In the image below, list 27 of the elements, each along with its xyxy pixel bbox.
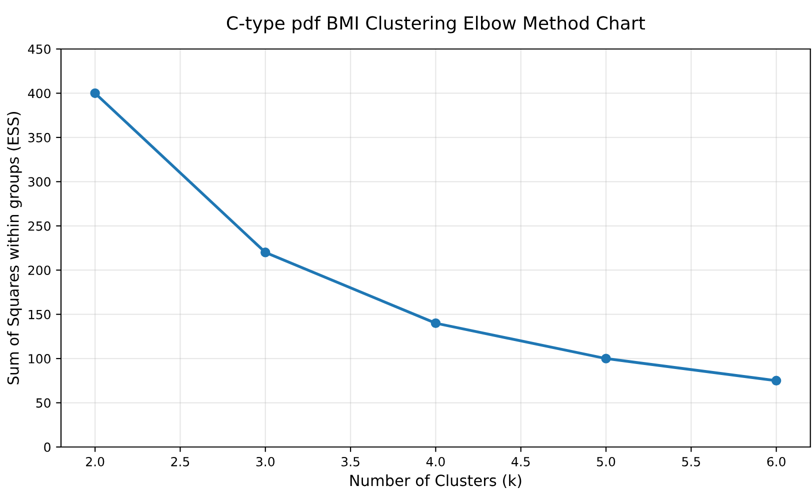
x-tick-label: 5.5 <box>682 457 700 466</box>
point <box>430 318 441 328</box>
point <box>601 354 611 364</box>
x-tick-label: 2.5 <box>171 456 190 466</box>
y-tick-label: 450 <box>28 44 50 54</box>
y-tick-label: 100 <box>28 354 50 364</box>
y-tick-label: 200 <box>28 266 50 276</box>
x-tick-label: 4.0 <box>426 456 445 466</box>
x-tick-label: 2.0 <box>86 456 104 466</box>
x-axis-title: Number of Clusters (k) <box>350 474 522 488</box>
y-tick-label: 350 <box>28 132 50 142</box>
x-tick-label: 3.0 <box>256 456 274 466</box>
point <box>771 376 782 386</box>
x-tick-label: 6.0 <box>767 456 786 466</box>
point <box>260 248 270 258</box>
y-tick-label: 300 <box>28 177 50 187</box>
y-tick-label: 400 <box>28 88 50 98</box>
y-tick-label: 250 <box>28 221 50 231</box>
y-tick-label: 150 <box>28 310 50 320</box>
x-tick-label: 3.5 <box>342 456 360 466</box>
point <box>90 88 100 98</box>
y-tick-label: 0 <box>44 442 50 452</box>
chart-title: C-type pdf BMI Clustering Elbow Method Chart <box>226 16 646 34</box>
y-tick-label: 50 <box>36 398 50 408</box>
y-axis-title: Sum of Squares within groups (ESS) <box>7 112 22 384</box>
x-tick-label: 5.0 <box>597 456 616 466</box>
x-tick-label: 4.5 <box>512 457 530 466</box>
